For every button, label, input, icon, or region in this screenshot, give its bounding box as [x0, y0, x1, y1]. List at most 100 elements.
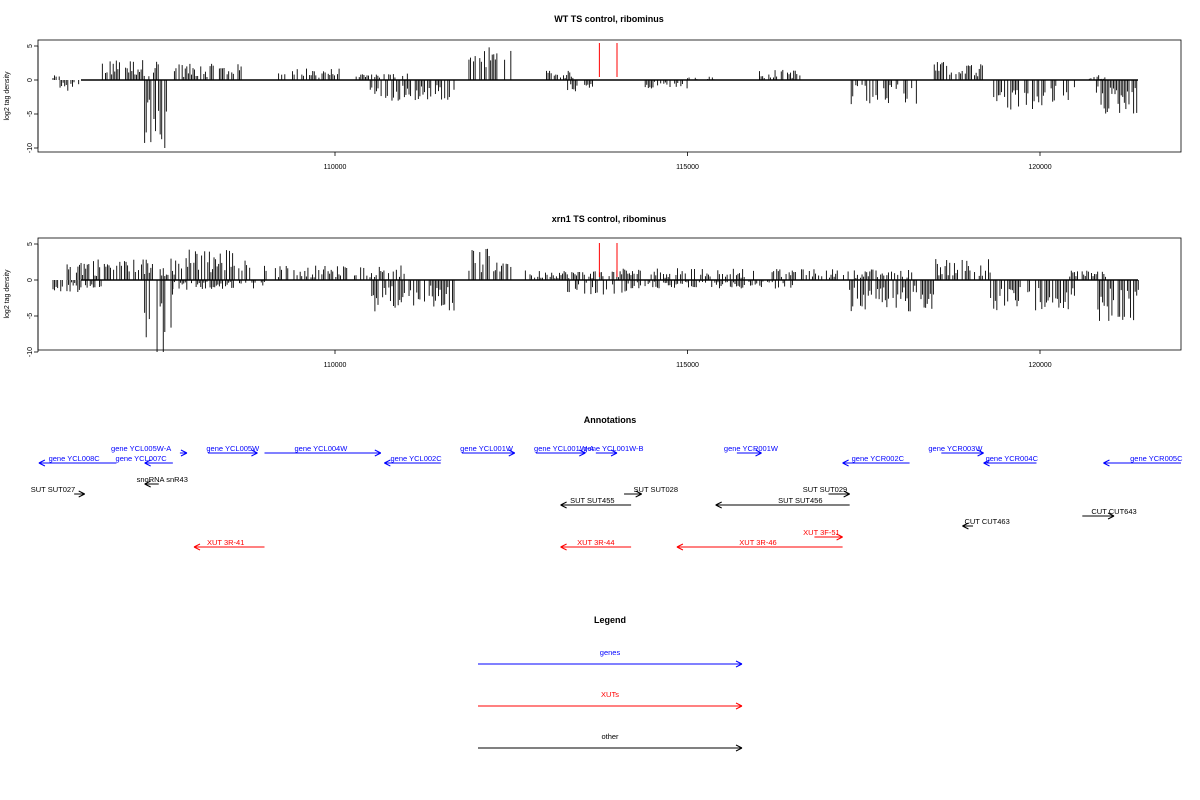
arrow-head	[560, 546, 567, 551]
arrow-head	[193, 546, 201, 551]
feature-label: SUT SUT029	[803, 485, 847, 494]
arrow-head	[610, 449, 618, 454]
feature-label: SUT SUT456	[778, 496, 822, 505]
legend-arrow	[478, 744, 743, 752]
y-tick-label: 5	[27, 242, 34, 246]
arrow-head	[579, 452, 586, 457]
annotations-title: Annotations	[584, 415, 637, 425]
feature-arrow	[193, 543, 265, 551]
feature-label: XUT 3R-46	[739, 538, 776, 547]
feature-arrow	[983, 459, 1037, 467]
feature-label: gene YCL002C	[390, 454, 442, 463]
arrow-head	[144, 459, 151, 464]
feature-arrow	[264, 449, 382, 457]
feature-arrow	[1103, 459, 1181, 467]
feature-arrow	[676, 543, 843, 551]
feature-arrow	[941, 449, 984, 457]
chart-title: xrn1 TS control, ribominus	[552, 214, 667, 224]
bar-series	[52, 47, 1138, 148]
arrow-head	[977, 452, 984, 457]
arrow-head	[735, 663, 743, 668]
arrow-head	[735, 744, 743, 749]
feature-label: gene YCL004W	[294, 444, 348, 453]
x-tick-label: 110000	[324, 164, 347, 171]
arrow-head	[983, 462, 990, 467]
feature-arrow	[179, 449, 188, 457]
arrow-head	[508, 452, 515, 457]
legend-title: Legend	[594, 615, 626, 625]
arrow-head	[78, 490, 85, 495]
arrow-head	[842, 462, 849, 467]
arrow-head	[144, 483, 151, 488]
arrow-head	[508, 449, 515, 454]
feature-label: gene YCL001W	[460, 444, 514, 453]
feature-label: gene YCR004C	[986, 454, 1039, 463]
feature-arrow	[144, 480, 159, 488]
feature-arrow	[560, 501, 632, 509]
y-tick-label: -5	[27, 111, 34, 117]
x-tick-label: 120000	[1028, 164, 1051, 171]
arrow-head	[374, 452, 382, 457]
x-tick-label: 115000	[676, 362, 699, 369]
feature-label: snoRNA snR43	[137, 475, 188, 484]
legend-label: genes	[600, 648, 621, 657]
chart-title: WT TS control, ribominus	[554, 14, 664, 24]
arrow-head	[144, 480, 151, 485]
feature-arrow	[144, 459, 173, 467]
arrow-head	[843, 490, 850, 495]
arrow-head	[1103, 462, 1110, 467]
arrow-head	[193, 543, 201, 548]
arrow-head	[579, 449, 586, 454]
arrow-head	[735, 747, 743, 752]
y-tick-label: 0	[27, 78, 34, 82]
y-tick-label: -5	[27, 313, 34, 319]
arrow-head	[962, 525, 969, 530]
x-tick-label: 120000	[1028, 362, 1051, 369]
arrow-head	[384, 459, 391, 464]
y-tick-label: 5	[27, 44, 34, 48]
feature-arrow	[74, 490, 85, 498]
feature-arrow	[595, 449, 618, 457]
arrow-head	[836, 536, 843, 541]
arrow-head	[977, 449, 984, 454]
feature-arrow	[560, 543, 632, 551]
feature-arrow	[384, 459, 441, 467]
feature-arrow	[535, 449, 586, 457]
feature-label: XUT 3R-41	[207, 538, 244, 547]
feature-label: gene YCL008C	[49, 454, 101, 463]
feature-label: gene YCL005W	[206, 444, 260, 453]
arrow-head	[610, 452, 618, 457]
arrow-head	[374, 449, 382, 454]
arrow-head	[676, 543, 684, 548]
arrow-head	[38, 462, 46, 467]
y-tick-label: 0	[27, 278, 34, 282]
arrow-head	[635, 490, 642, 495]
arrow-head	[715, 501, 722, 506]
feature-label: XUT 3F-51	[803, 528, 840, 537]
legend-label: other	[601, 732, 619, 741]
arrow-head	[755, 449, 762, 454]
feature-label: gene YCL005W-A	[111, 444, 171, 453]
annotations-panel: Annotations gene YCL005W-A gene YCL005W gen…	[31, 415, 1183, 551]
y-axis-label: log2 tag density	[4, 71, 11, 121]
arrow-head	[560, 501, 567, 506]
arrow-head	[251, 449, 258, 454]
arrow-head	[836, 533, 843, 538]
feature-arrow	[828, 490, 850, 498]
arrow-head	[1103, 459, 1110, 464]
xrn1-track-panel: xrn1 TS control, ribominus 5 0 -5 -10 log2 ta…	[4, 214, 1182, 369]
x-tick-label: 110000	[324, 362, 347, 369]
feature-label: gene YCR002C	[852, 454, 905, 463]
arrow-head	[842, 459, 849, 464]
x-tick-label: 115000	[676, 164, 699, 171]
arrow-head	[180, 452, 188, 457]
arrow-head	[715, 504, 722, 509]
arrow-head	[735, 705, 743, 710]
feature-label: gene YCR005C	[1130, 454, 1183, 463]
arrow-head	[1107, 515, 1115, 520]
feature-arrow	[842, 459, 910, 467]
feature-arrow	[1082, 512, 1115, 520]
feature-arrow	[715, 501, 850, 509]
legend-arrow	[478, 660, 743, 668]
arrow-head	[843, 493, 850, 498]
